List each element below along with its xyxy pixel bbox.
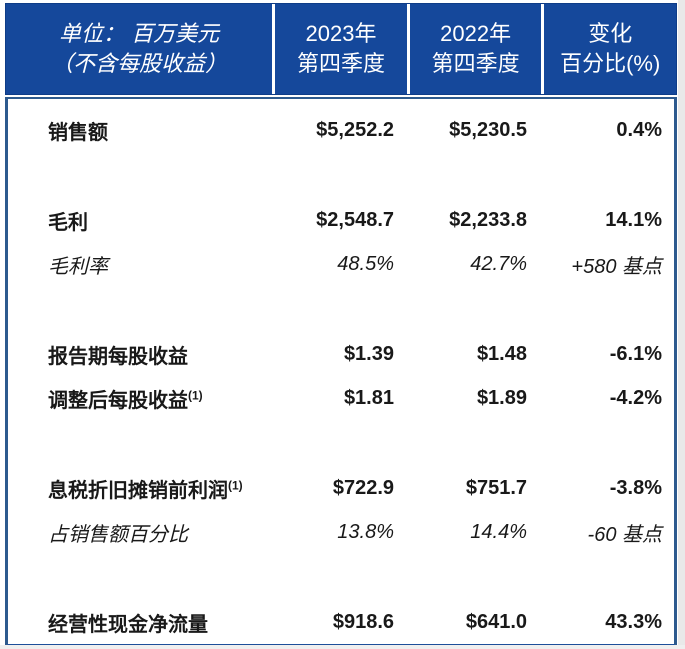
- row-label-text: 调整后每股收益: [48, 389, 188, 412]
- table-row-sales: 销售额 $5,252.2 $5,230.5 0.4%: [8, 108, 662, 152]
- value-change: -3.8%: [609, 476, 662, 499]
- table-row-gross-margin: 毛利率 48.5% 42.7% +580 基点: [8, 242, 662, 286]
- page-edge-bottom: [0, 645, 685, 649]
- value-2022: $2,233.8: [449, 208, 527, 231]
- row-label-text: 经营性现金净流量: [48, 613, 208, 636]
- unit-note-line1: 单位： 百万美元: [59, 21, 220, 46]
- value-2023: $2,548.7: [316, 208, 394, 231]
- value-change: -4.2%: [609, 386, 662, 409]
- header-change-line2: 百分比(%): [560, 51, 661, 76]
- header-q4-2023-line2: 第四季度: [296, 51, 385, 76]
- table-header-row: 单位： 百万美元 （不含每股收益） 2023年 第四季度 2022年 第四季度 …: [5, 3, 677, 95]
- table-row-percent-of-sales: 占销售额百分比 13.8% 14.4% -60 基点: [8, 510, 662, 554]
- header-unit-cell: 单位： 百万美元 （不含每股收益）: [6, 4, 272, 94]
- header-q4-2023-line1: 2023年: [305, 21, 377, 46]
- value-2023: $1.81: [343, 386, 394, 409]
- footnote-marker: (1): [188, 387, 203, 402]
- row-label: 经营性现金净流量: [8, 608, 264, 637]
- row-label-text: 报告期每股收益: [48, 345, 188, 368]
- value-change: -60 基点: [587, 523, 662, 546]
- value-2023: $1.39: [343, 342, 394, 365]
- value-2023: $5,252.2: [316, 118, 394, 141]
- value-2022: $641.0: [465, 610, 527, 633]
- group-spacer: [8, 420, 662, 466]
- header-q4-2022-cell: 2022年 第四季度: [406, 4, 542, 94]
- row-label: 销售额: [8, 116, 264, 145]
- group-spacer: [8, 152, 662, 198]
- value-2023: $918.6: [332, 610, 394, 633]
- group-spacer: [8, 286, 662, 332]
- header-q4-2022-line2: 第四季度: [431, 51, 520, 76]
- value-2022: $751.7: [465, 476, 527, 499]
- value-2022: $5,230.5: [449, 118, 527, 141]
- row-label-text: 占销售额百分比: [48, 523, 188, 546]
- row-label: 息税折旧摊销前利润(1): [8, 474, 264, 503]
- value-2023: 48.5%: [337, 252, 394, 275]
- header-change-line1: 变化: [588, 21, 633, 46]
- group-spacer: [8, 554, 662, 600]
- header-q4-2022-line1: 2022年: [440, 21, 512, 46]
- header-q4-2023-cell: 2023年 第四季度: [272, 4, 407, 94]
- value-change: 43.3%: [605, 610, 662, 633]
- row-label-text: 毛利: [48, 211, 88, 234]
- row-label-text: 销售额: [48, 121, 108, 144]
- row-label: 调整后每股收益(1): [8, 384, 264, 413]
- table-body: 销售额 $5,252.2 $5,230.5 0.4% 毛利 $2,548.7 $…: [5, 97, 677, 649]
- row-label-text: 息税折旧摊销前利润: [48, 479, 228, 502]
- value-change: +580 基点: [571, 255, 662, 278]
- value-2022: $1.89: [476, 386, 527, 409]
- table-row-gross-profit: 毛利 $2,548.7 $2,233.8 14.1%: [8, 198, 662, 242]
- table-row-reported-eps: 报告期每股收益 $1.39 $1.48 -6.1%: [8, 332, 662, 376]
- table-row-adjusted-eps: 调整后每股收益(1) $1.81 $1.89 -4.2%: [8, 376, 662, 420]
- row-label-text: 毛利率: [48, 255, 108, 278]
- row-label: 报告期每股收益: [8, 340, 264, 369]
- value-2022: $1.48: [476, 342, 527, 365]
- row-label: 占销售额百分比: [8, 518, 264, 547]
- header-change-cell: 变化 百分比(%): [541, 4, 676, 94]
- value-change: 14.1%: [605, 208, 662, 231]
- value-2023: 13.8%: [337, 520, 394, 543]
- row-label: 毛利率: [8, 250, 264, 279]
- unit-note-line2: （不含每股收益）: [51, 51, 228, 76]
- value-change: 0.4%: [616, 118, 662, 141]
- page-edge-right: [678, 0, 685, 649]
- row-label: 毛利: [8, 206, 264, 235]
- footnote-marker: (1): [228, 477, 243, 492]
- value-2022: 42.7%: [470, 252, 527, 275]
- value-2022: 14.4%: [470, 520, 527, 543]
- value-2023: $722.9: [332, 476, 394, 499]
- table-row-ebitda: 息税折旧摊销前利润(1) $722.9 $751.7 -3.8%: [8, 466, 662, 510]
- financial-results-table: 单位： 百万美元 （不含每股收益） 2023年 第四季度 2022年 第四季度 …: [5, 3, 677, 649]
- value-change: -6.1%: [609, 342, 662, 365]
- table-row-operating-cash-flow: 经营性现金净流量 $918.6 $641.0 43.3%: [8, 600, 662, 644]
